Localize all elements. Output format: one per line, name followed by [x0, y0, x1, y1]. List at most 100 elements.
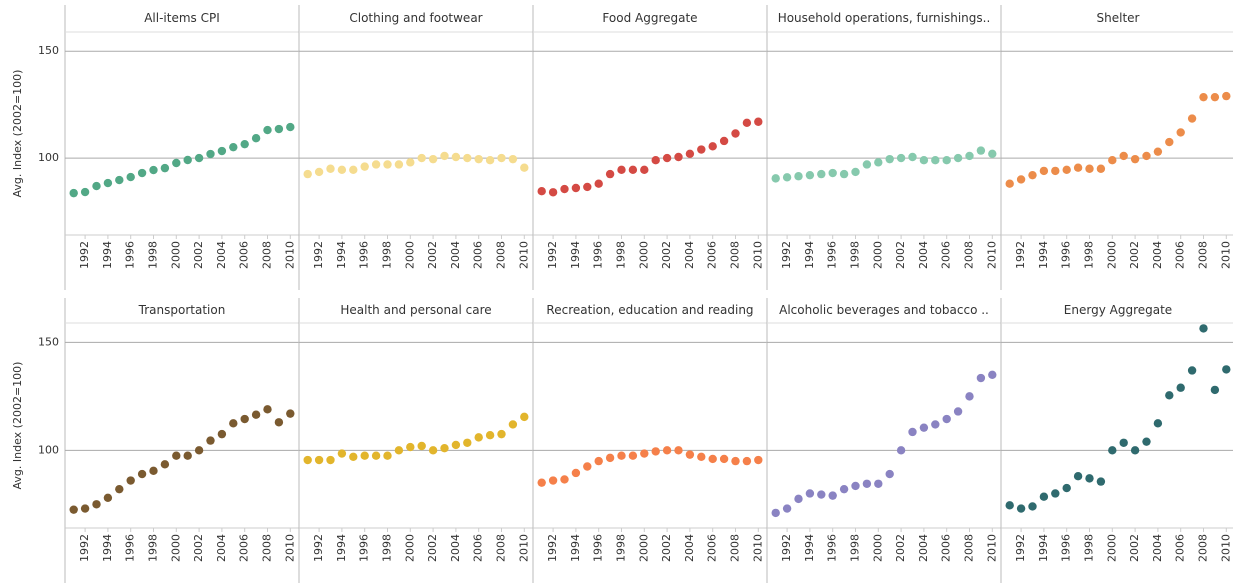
point — [194, 153, 204, 163]
x-tick-label: 2006 — [706, 241, 719, 269]
point — [1073, 472, 1083, 481]
point — [314, 455, 324, 465]
point — [965, 392, 974, 401]
point — [440, 151, 449, 161]
x-tick-label: 2004 — [215, 534, 228, 562]
point — [183, 451, 192, 460]
panel-title: Recreation, education and reading — [546, 303, 753, 317]
x-tick-label: 2000 — [403, 241, 416, 269]
point — [1085, 474, 1094, 483]
x-tick-label: 2006 — [238, 241, 251, 269]
point — [1187, 366, 1197, 375]
x-tick-label: 1996 — [1060, 534, 1073, 562]
point — [828, 168, 837, 178]
point — [508, 420, 518, 429]
point — [497, 153, 506, 163]
point — [92, 181, 101, 191]
x-tick-label: 2004 — [449, 534, 462, 562]
point — [103, 178, 113, 188]
point — [1153, 419, 1163, 428]
x-tick-label: 2010 — [985, 534, 998, 562]
point — [976, 146, 986, 155]
point — [206, 436, 215, 445]
x-tick-label: 2004 — [1151, 241, 1164, 269]
x-tick-label: 2002 — [426, 241, 439, 269]
point — [451, 440, 461, 450]
x-tick-label: 2004 — [1151, 534, 1164, 562]
x-tick-label: 1994 — [569, 534, 582, 562]
point — [417, 153, 426, 163]
point — [719, 136, 729, 146]
x-tick-label: 2004 — [449, 241, 462, 269]
point — [274, 124, 284, 134]
x-tick-label: 1996 — [124, 241, 137, 269]
point — [371, 160, 381, 169]
point — [862, 479, 872, 488]
point — [160, 460, 170, 469]
point — [463, 153, 472, 163]
point — [1119, 438, 1128, 447]
point — [988, 370, 997, 379]
x-tick-label: 2008 — [963, 241, 976, 269]
point — [1108, 446, 1117, 455]
point — [662, 446, 672, 455]
x-tick-label: 1996 — [592, 241, 605, 269]
point — [628, 165, 638, 175]
x-tick-label: 2000 — [871, 241, 884, 269]
point — [1039, 492, 1049, 501]
x-tick-label: 2002 — [1128, 241, 1141, 269]
x-tick-label: 2010 — [985, 241, 998, 269]
point — [605, 453, 615, 463]
point — [651, 156, 660, 165]
point — [1210, 92, 1220, 102]
point — [251, 410, 261, 419]
x-tick-label: 1998 — [381, 241, 394, 269]
x-tick-label: 2006 — [1174, 241, 1187, 269]
x-tick-label: 2008 — [1197, 534, 1210, 562]
point — [794, 172, 803, 181]
point — [1153, 147, 1163, 156]
point — [1028, 170, 1037, 180]
point — [274, 418, 284, 427]
point — [229, 419, 238, 428]
point — [771, 174, 780, 183]
point — [805, 170, 815, 180]
x-tick-label: 1998 — [1083, 534, 1096, 562]
x-tick-label: 1996 — [826, 534, 839, 562]
x-tick-label: 1998 — [615, 534, 628, 562]
x-tick-label: 1998 — [849, 534, 862, 562]
x-tick-label: 1998 — [147, 241, 160, 269]
point — [548, 476, 558, 485]
x-tick-label: 1996 — [124, 534, 137, 562]
point — [349, 165, 358, 175]
point — [406, 158, 415, 167]
point — [474, 433, 483, 442]
point — [217, 429, 227, 439]
point — [115, 175, 124, 185]
point — [337, 165, 347, 175]
point — [1005, 179, 1014, 188]
point — [451, 152, 461, 162]
point — [149, 466, 158, 476]
point — [1176, 383, 1185, 392]
x-tick-label: 2006 — [472, 534, 485, 562]
point — [571, 468, 581, 478]
x-tick-label: 2010 — [751, 534, 764, 562]
point — [337, 449, 347, 458]
point — [651, 447, 660, 456]
x-tick-label: 2008 — [729, 534, 742, 562]
point — [674, 446, 683, 455]
point — [80, 187, 90, 197]
point — [674, 152, 683, 162]
point — [126, 172, 135, 182]
point — [1039, 166, 1049, 176]
x-tick-label: 1994 — [1037, 534, 1050, 562]
point — [217, 146, 227, 156]
x-tick-label: 2000 — [169, 241, 182, 269]
point — [1062, 165, 1071, 175]
point — [520, 412, 529, 422]
point — [360, 451, 369, 460]
x-tick-label: 2004 — [917, 534, 930, 562]
x-tick-label: 1994 — [1037, 241, 1050, 269]
